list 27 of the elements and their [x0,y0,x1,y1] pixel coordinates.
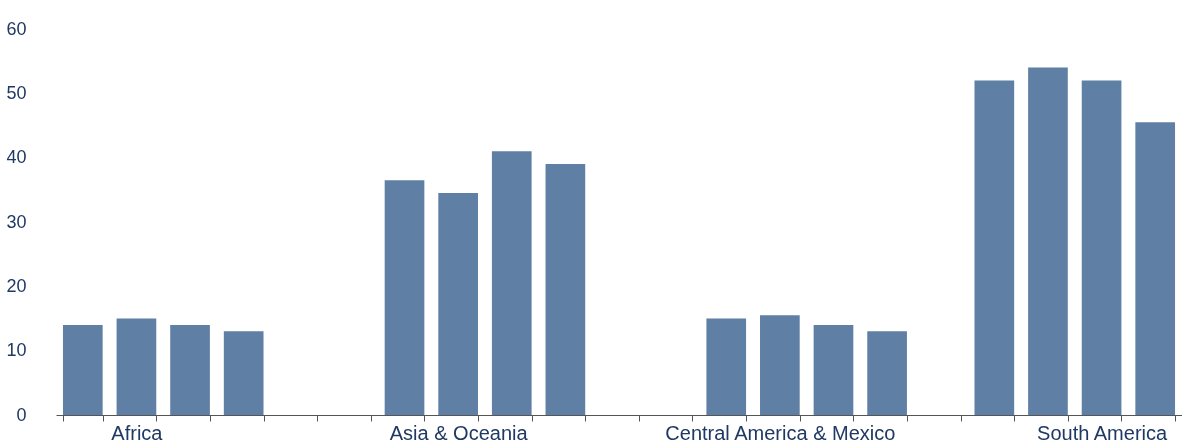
x-tick-label: Central America & Mexico [665,421,896,444]
bar [170,324,210,415]
x-tick-label: Africa [111,421,164,444]
bar [1081,80,1122,415]
bar [813,324,854,415]
y-tick-label: 40 [6,147,27,168]
y-tick-label: 30 [6,211,27,232]
bar [545,164,586,415]
bar [867,331,907,415]
y-tick-label: 20 [6,275,27,296]
bar [706,318,747,415]
y-tick-label: 0 [16,404,27,425]
y-tick-label: 50 [6,82,27,103]
bar [116,318,157,415]
bar [223,331,264,415]
bar [760,315,800,415]
bar [62,324,103,415]
bar [491,151,532,415]
y-tick-label: 10 [6,340,27,361]
bar [438,193,478,415]
x-tick-label: South America [1037,421,1168,444]
x-tick-label: Asia & Oceania [389,421,529,444]
bar [1135,122,1176,415]
bar [384,180,425,415]
bar [974,80,1015,415]
bar [1028,67,1068,415]
y-tick-label: 60 [6,18,27,39]
